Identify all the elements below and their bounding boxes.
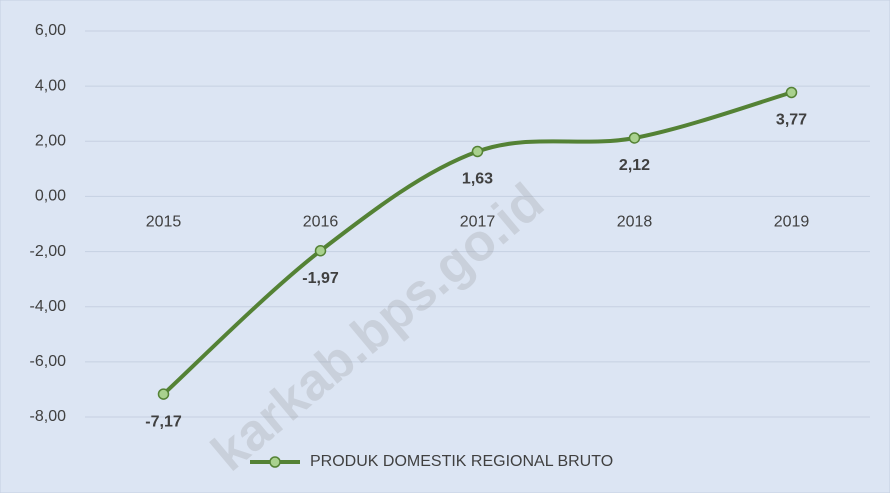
x-tick-label: 2016 bbox=[303, 214, 339, 231]
y-tick-label: 2,00 bbox=[35, 133, 66, 150]
y-tick-label: -2,00 bbox=[30, 243, 67, 260]
data-label: -7,17 bbox=[145, 413, 182, 430]
y-tick-label: -6,00 bbox=[30, 353, 67, 370]
marker bbox=[157, 388, 170, 400]
x-tick-label: 2019 bbox=[774, 214, 810, 231]
y-tick-label: 6,00 bbox=[35, 22, 66, 39]
y-tick-label: -4,00 bbox=[30, 298, 67, 315]
marker bbox=[471, 145, 484, 158]
x-tick-label: 2018 bbox=[617, 214, 653, 231]
data-label: 1,63 bbox=[462, 171, 493, 188]
x-tick-label: 2015 bbox=[146, 214, 182, 231]
y-tick-label: 0,00 bbox=[35, 188, 66, 205]
y-tick-label: -8,00 bbox=[30, 408, 67, 425]
legend-label: PRODUK DOMESTIK REGIONAL BRUTO bbox=[310, 453, 613, 470]
marker bbox=[314, 244, 327, 257]
marker bbox=[628, 132, 641, 144]
data-label: -1,97 bbox=[302, 270, 339, 287]
data-label: 2,12 bbox=[619, 157, 650, 174]
line bbox=[161, 90, 794, 397]
x-tick-label: 2017 bbox=[460, 214, 496, 231]
data-label: 3,77 bbox=[776, 112, 807, 129]
marker bbox=[785, 86, 798, 99]
y-tick-label: 4,00 bbox=[35, 77, 66, 94]
legend-marker bbox=[269, 456, 281, 468]
